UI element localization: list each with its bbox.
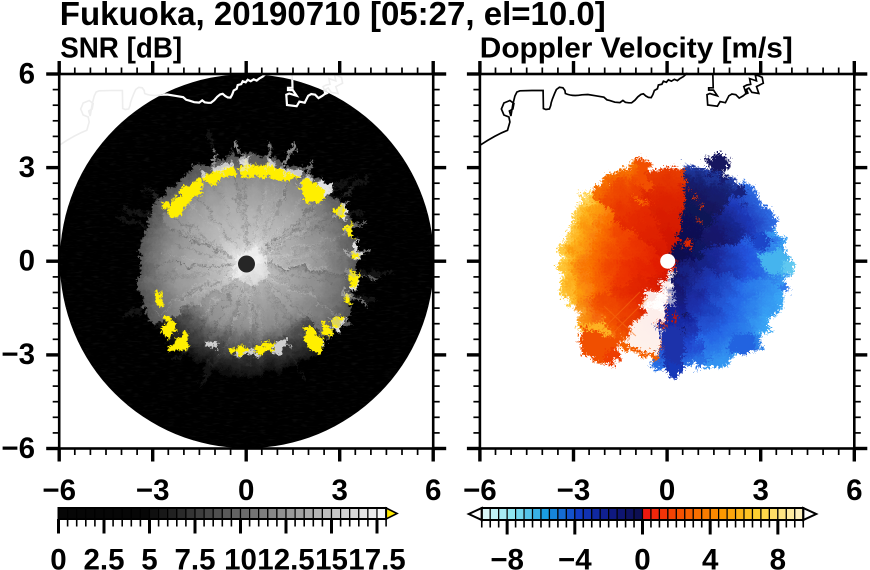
svg-text:6: 6 bbox=[425, 474, 441, 507]
svg-text:6: 6 bbox=[846, 474, 862, 507]
svg-text:3: 3 bbox=[752, 474, 768, 507]
svg-text:5: 5 bbox=[141, 544, 157, 570]
svg-text:8: 8 bbox=[770, 544, 786, 570]
svg-text:10: 10 bbox=[224, 544, 257, 570]
svg-text:SNR [dB]: SNR [dB] bbox=[60, 33, 182, 65]
svg-text:−3: −3 bbox=[557, 474, 591, 507]
svg-text:−6: −6 bbox=[463, 474, 497, 507]
svg-text:4: 4 bbox=[702, 544, 719, 570]
svg-text:2.5: 2.5 bbox=[83, 544, 124, 570]
svg-text:Fukuoka, 20190710 [05:27, el=1: Fukuoka, 20190710 [05:27, el=10.0] bbox=[60, 0, 606, 32]
svg-text:0: 0 bbox=[19, 245, 35, 278]
svg-text:7.5: 7.5 bbox=[174, 544, 215, 570]
svg-text:3: 3 bbox=[19, 151, 35, 184]
svg-text:3: 3 bbox=[331, 474, 347, 507]
svg-text:−3: −3 bbox=[136, 474, 170, 507]
svg-text:15: 15 bbox=[315, 544, 348, 570]
svg-text:6: 6 bbox=[19, 57, 35, 90]
svg-text:−6: −6 bbox=[1, 432, 35, 465]
svg-text:0: 0 bbox=[238, 474, 254, 507]
svg-text:Doppler Velocity [m/s]: Doppler Velocity [m/s] bbox=[480, 33, 793, 65]
svg-text:12.5: 12.5 bbox=[257, 544, 314, 570]
svg-text:0: 0 bbox=[50, 544, 66, 570]
svg-text:0: 0 bbox=[659, 474, 675, 507]
svg-text:−4: −4 bbox=[558, 544, 592, 570]
svg-text:−8: −8 bbox=[490, 544, 524, 570]
svg-text:−3: −3 bbox=[1, 338, 35, 371]
svg-text:17.5: 17.5 bbox=[348, 544, 405, 570]
svg-text:−6: −6 bbox=[42, 474, 76, 507]
svg-text:0: 0 bbox=[634, 544, 650, 570]
